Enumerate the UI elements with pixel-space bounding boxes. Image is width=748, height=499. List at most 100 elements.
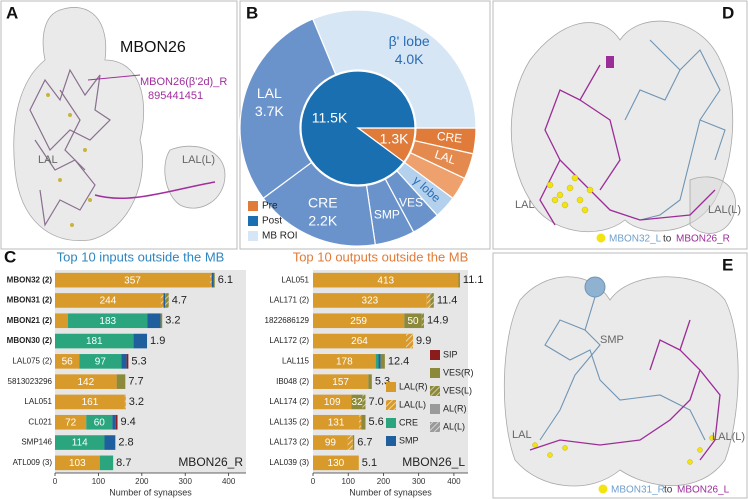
- inner-value-label: 1.3K: [380, 131, 409, 147]
- segment-label: CRE: [436, 129, 463, 146]
- bar-segment: [458, 272, 460, 288]
- segment-label: LAL: [257, 85, 282, 101]
- segment-value: 4.0K: [395, 51, 424, 67]
- brain-mesh: [13, 7, 145, 242]
- x-tick-label: 400: [447, 477, 461, 486]
- y-tick-label: LAL174 (2): [269, 397, 309, 406]
- segment-label: 60: [94, 417, 106, 428]
- brain-mesh: [503, 276, 739, 487]
- segment-label: 323: [362, 296, 379, 307]
- bar-segment: [351, 394, 363, 410]
- neuron-axon: [94, 181, 216, 200]
- legend-dot: [596, 233, 606, 243]
- bar-segment: [68, 313, 148, 329]
- segment-label: LAL: [433, 147, 458, 167]
- total-label: 3.2: [165, 315, 180, 327]
- corner-label: MBON26_L: [402, 455, 465, 469]
- segment-value: 2.2K: [308, 213, 337, 229]
- segment-label: 178: [336, 356, 353, 367]
- legend-swatch: [248, 201, 258, 211]
- soma: [606, 56, 614, 68]
- segment-label: β' lobe: [389, 33, 430, 49]
- legend-label: AL(R): [443, 403, 467, 413]
- bar-segment: [115, 414, 118, 430]
- y-tick-label: ATL009 (3): [13, 458, 53, 467]
- inner-value-label: 11.5K: [312, 109, 348, 125]
- legend-swatch: [430, 350, 440, 360]
- brain-mesh: [164, 145, 226, 209]
- corner-label: MBON26_R: [178, 455, 243, 469]
- segment-label: 130: [328, 458, 345, 469]
- bar-segment: [160, 313, 163, 329]
- bar-charts: Top 10 inputs outside the MB 0 100 200 300 40…: [7, 249, 484, 497]
- bar-segment: [121, 354, 127, 369]
- total-label: 2.8: [118, 436, 133, 448]
- bar-hatch: [124, 394, 126, 410]
- bar-segment: [126, 354, 129, 369]
- bar-segment: [55, 313, 69, 329]
- bar-segment: [55, 435, 105, 450]
- x-axis-label: Number of synapses: [109, 487, 192, 497]
- bar-segment: [313, 374, 369, 389]
- neuron-id: 895441451: [148, 90, 203, 102]
- segment-label: SMP: [374, 208, 400, 222]
- panel-a: A MBON26 MBON26(β'2d)_R 895441451 LAL LA…: [0, 0, 238, 250]
- y-tick-label: LAL173 (2): [269, 438, 309, 447]
- bar-hatch: [347, 435, 353, 450]
- legend-target: MBON26_R: [676, 234, 730, 245]
- legend-swatch: [386, 382, 396, 392]
- x-tick-label: 0: [53, 477, 58, 486]
- inner-segment: [300, 70, 416, 186]
- bar-hatch: [165, 293, 169, 308]
- panel-label: B: [246, 3, 258, 22]
- region-label: LAL: [512, 429, 532, 441]
- region-label: LAL: [38, 154, 58, 166]
- legend-label: SMP: [399, 435, 419, 445]
- bar-segment: [313, 272, 459, 288]
- total-label: 9.9: [416, 335, 431, 347]
- bar-segment: [55, 394, 125, 410]
- bar-segment: [86, 414, 113, 430]
- segment-label: 50: [407, 316, 419, 327]
- x-tick-label: 200: [377, 477, 391, 486]
- total-label: 8.7: [116, 457, 131, 469]
- segment-label: 181: [86, 336, 103, 347]
- bar-segment: [313, 455, 359, 471]
- segment-value: 3.7K: [255, 103, 284, 119]
- bar-segment: [55, 455, 100, 471]
- total-label: 11.4: [437, 294, 458, 306]
- y-tick-label: CL021: [28, 417, 52, 426]
- segment-label: 97: [95, 356, 107, 367]
- segment-label: 114: [72, 438, 88, 449]
- neuron-title: MBON26: [120, 39, 186, 56]
- legend-label: Pre: [262, 201, 278, 212]
- bar-segment: [375, 354, 379, 369]
- bar-hatch: [426, 293, 431, 308]
- legend-label: SIP: [443, 349, 458, 359]
- bar-segment: [313, 354, 376, 369]
- segment-label: CRE: [308, 195, 338, 211]
- legend-label: LAL(R): [399, 381, 428, 391]
- legend-swatch: [248, 231, 258, 241]
- y-tick-label: LAL051: [24, 397, 52, 406]
- outer-segment: [312, 9, 477, 129]
- legend-to: to: [663, 234, 672, 245]
- neuron-blue: [624, 39, 726, 221]
- segment-label: 32: [351, 397, 363, 408]
- legend-label: AL(L): [443, 421, 465, 431]
- neuron-name: MBON26(β'2d)_R: [140, 76, 227, 88]
- total-label: 5.6: [368, 416, 383, 428]
- legend-to: to: [664, 485, 673, 496]
- segment-label: 103: [69, 458, 86, 469]
- total-label: 6.1: [218, 274, 233, 286]
- y-tick-label: LAL115: [282, 356, 310, 365]
- total-label: 14.9: [427, 315, 448, 327]
- panel-label: E: [722, 255, 733, 274]
- bar-segment: [211, 272, 214, 288]
- y-tick-label: SMP146: [21, 438, 52, 447]
- segment-label: 131: [328, 417, 345, 428]
- bar-segment: [313, 293, 427, 308]
- outer-segment: [239, 18, 337, 200]
- legend-swatch: [386, 436, 396, 446]
